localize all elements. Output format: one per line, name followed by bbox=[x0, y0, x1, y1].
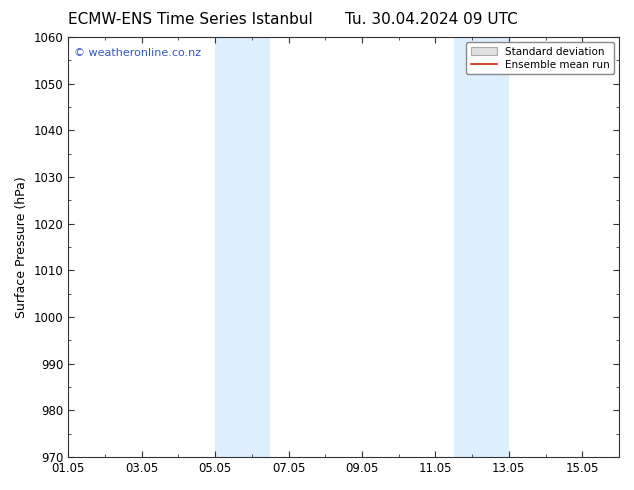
Text: © weatheronline.co.nz: © weatheronline.co.nz bbox=[74, 48, 201, 58]
Bar bbox=[215, 37, 270, 457]
Y-axis label: Surface Pressure (hPa): Surface Pressure (hPa) bbox=[15, 176, 28, 318]
Legend: Standard deviation, Ensemble mean run: Standard deviation, Ensemble mean run bbox=[467, 42, 614, 74]
Bar bbox=[454, 37, 509, 457]
Text: ECMW-ENS Time Series Istanbul: ECMW-ENS Time Series Istanbul bbox=[68, 12, 313, 27]
Text: Tu. 30.04.2024 09 UTC: Tu. 30.04.2024 09 UTC bbox=[345, 12, 517, 27]
